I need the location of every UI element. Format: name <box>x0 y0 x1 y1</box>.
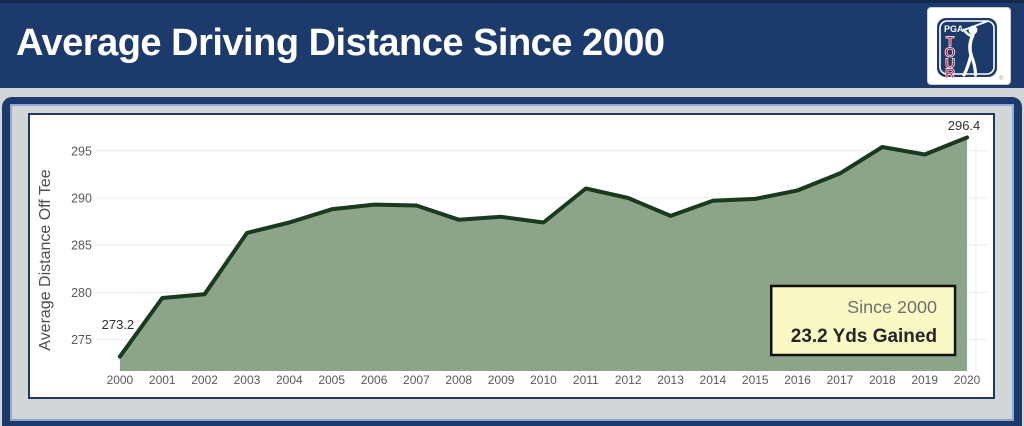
x-tick-2001: 2001 <box>149 373 176 387</box>
chart-frame-inner: 275 280 285 290 295 2000 2001 2002 2003 2004 2005… <box>10 104 1014 421</box>
y-tick-285: 285 <box>71 239 92 253</box>
x-tick-2006: 2006 <box>361 373 388 387</box>
y-axis-tick-labels: 275 280 285 290 295 <box>71 144 92 347</box>
y-tick-290: 290 <box>71 191 92 205</box>
x-tick-2016: 2016 <box>784 373 811 387</box>
x-tick-2010: 2010 <box>530 373 557 387</box>
x-tick-2018: 2018 <box>869 373 896 387</box>
page-title: Average Driving Distance Since 2000 <box>16 22 665 64</box>
annotation-line1: Since 2000 <box>847 297 937 317</box>
pga-tour-logo-icon: PGA T O U R ® <box>937 18 1004 82</box>
pga-tour-logo: PGA T O U R ® <box>928 8 1010 84</box>
x-tick-2014: 2014 <box>700 373 727 387</box>
area-series-line[interactable] <box>117 135 970 359</box>
plot-area[interactable]: 275 280 285 290 295 2000 2001 2002 2003 2004 2005… <box>30 115 993 397</box>
x-tick-2009: 2009 <box>488 373 515 387</box>
x-tick-2003: 2003 <box>234 373 261 387</box>
x-tick-2000: 2000 <box>107 373 134 387</box>
x-tick-2020: 2020 <box>954 373 981 387</box>
header-banner: Average Driving Distance Since 2000 <box>0 0 1024 88</box>
x-tick-2004: 2004 <box>276 373 303 387</box>
x-tick-2012: 2012 <box>615 373 642 387</box>
annotation-box-background <box>769 284 957 357</box>
x-tick-2008: 2008 <box>445 373 472 387</box>
x-tick-2013: 2013 <box>657 373 684 387</box>
svg-text:U: U <box>945 55 955 71</box>
x-tick-2007: 2007 <box>403 373 430 387</box>
last-point-label: 296.4 <box>948 118 980 133</box>
x-tick-2002: 2002 <box>191 373 218 387</box>
annotation-line2: 23.2 Yds Gained <box>791 326 937 347</box>
registered-mark: ® <box>999 75 1004 82</box>
x-tick-2019: 2019 <box>911 373 938 387</box>
logo-pga-text: PGA <box>944 24 964 34</box>
x-tick-2005: 2005 <box>318 373 345 387</box>
x-tick-2015: 2015 <box>742 373 769 387</box>
x-axis-tick-labels: 2000 2001 2002 2003 2004 2005 2006 2007 2008 2009… <box>107 373 981 387</box>
y-tick-275: 275 <box>71 333 92 347</box>
chart-panel: 275 280 285 290 295 2000 2001 2002 2003 2004 2005… <box>28 113 995 399</box>
annotation-box: Since 2000 23.2 Yds Gained <box>769 284 957 357</box>
first-point-label: 273.2 <box>102 317 134 332</box>
golfer-silhouette-icon <box>962 20 989 77</box>
chart-frame: 275 280 285 290 295 2000 2001 2002 2003 2004 2005… <box>2 97 1022 426</box>
logo-navy-shield <box>937 18 997 77</box>
x-tick-2011: 2011 <box>573 373 599 387</box>
y-axis-title: Average Distance Off Tee <box>37 169 54 350</box>
logo-tour-text: T O U R <box>944 33 956 82</box>
svg-text:O: O <box>945 44 956 60</box>
area-series-fill[interactable] <box>119 137 968 372</box>
svg-text:R: R <box>945 65 955 81</box>
logo-inner-border <box>939 20 995 75</box>
x-tick-2017: 2017 <box>827 373 854 387</box>
y-tick-295: 295 <box>71 144 92 158</box>
svg-text:T: T <box>946 33 955 49</box>
y-tick-280: 280 <box>71 286 92 300</box>
